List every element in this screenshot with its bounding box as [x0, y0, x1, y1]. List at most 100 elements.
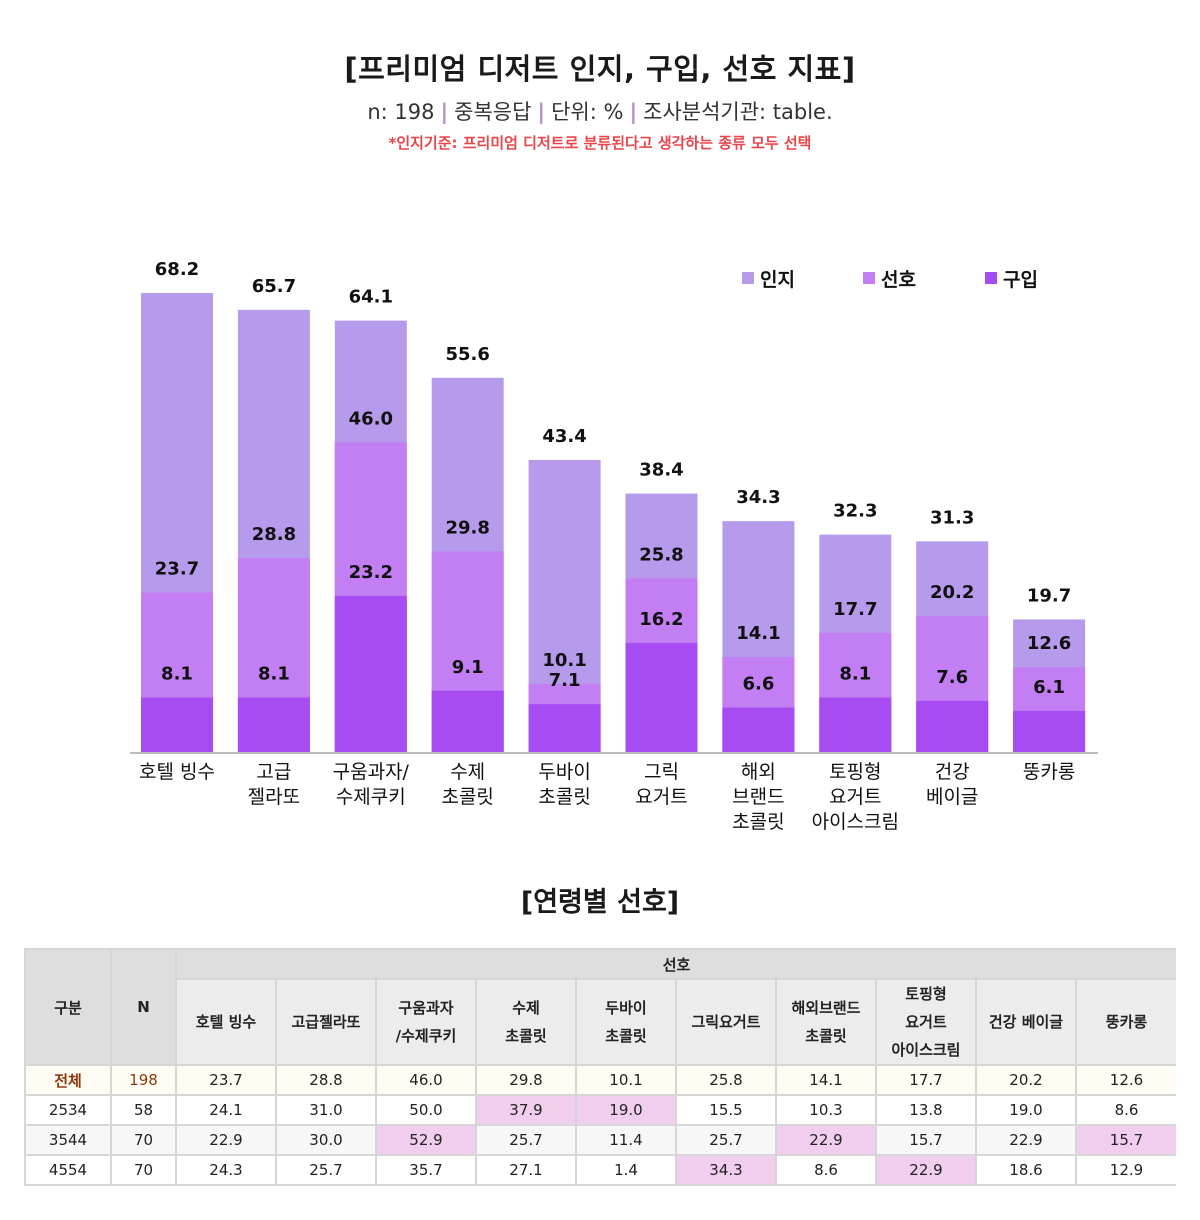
table-cell: 8.6 [775, 1154, 877, 1186]
data-label-purchase: 7.1 [549, 670, 581, 691]
x-tick-label: 고급 [256, 761, 291, 783]
table-cell: 31.0 [275, 1094, 377, 1126]
bar-purchase [722, 707, 795, 752]
x-tick-label: 수제 [450, 761, 485, 783]
table-cell: 25.8 [675, 1064, 777, 1096]
column-header-line: 수제 [512, 999, 540, 1017]
table-cell: 22.9 [175, 1124, 277, 1156]
awareness-note: *인지기준: 프리미엄 디저트로 분류된다고 생각하는 종류 모두 선택 [388, 134, 812, 152]
bar-purchase [237, 697, 310, 752]
table-cell: 22.9 [875, 1154, 977, 1186]
table-cell: 24.3 [175, 1154, 277, 1186]
data-label-preference: 12.6 [1027, 633, 1071, 654]
legend-label: 선호 [881, 268, 916, 291]
row-label: 전체 [24, 1064, 112, 1096]
data-label-preference: 25.8 [639, 544, 683, 565]
table-cell: 19.0 [575, 1094, 677, 1126]
table-cell: 23.7 [175, 1064, 277, 1096]
bar-purchase [334, 595, 407, 752]
data-label-preference: 46.0 [349, 408, 393, 429]
column-header: 그릭요거트 [675, 978, 777, 1066]
age-preference-table: 구분 N 선호 호텔 빙수 고급젤라또 구움과자/수제쿠키 수제 초콜릿 두바이 초콜릿 그릭… [24, 948, 1176, 1186]
table-cell: 10.3 [775, 1094, 877, 1126]
data-label-awareness: 55.6 [445, 344, 489, 365]
data-label-awareness: 68.2 [155, 259, 199, 280]
table-cell: 14.1 [775, 1064, 877, 1096]
table-cell: 37.9 [475, 1094, 577, 1126]
x-tick-label: 요거트 [635, 786, 687, 808]
data-label-purchase: 6.1 [1033, 677, 1065, 698]
x-tick-label: 호텔 빙수 [139, 761, 215, 783]
column-header-line: 뚱카롱 [1105, 1013, 1148, 1031]
table-cell: 18.6 [975, 1154, 1077, 1186]
data-label-awareness: 32.3 [833, 501, 877, 522]
data-label-preference: 28.8 [252, 524, 296, 545]
separator: | [440, 100, 449, 124]
table-cell: 25.7 [275, 1154, 377, 1186]
unit: 단위: % [551, 100, 624, 124]
table-cell: 12.6 [1075, 1064, 1176, 1096]
data-label-purchase: 8.1 [839, 663, 871, 684]
table-cell: 22.9 [775, 1124, 877, 1156]
x-tick-label: 젤라또 [248, 786, 300, 808]
x-tick-label: 아이스크림 [812, 811, 899, 833]
table-cell: 1.4 [575, 1154, 677, 1186]
bar-purchase [431, 690, 504, 752]
table-row: 전체 198 23.7 28.8 46.0 29.8 10.1 25.8 14.1 17.7 20.… [24, 1064, 1176, 1096]
column-header: 고급젤라또 [275, 978, 377, 1066]
data-label-awareness: 38.4 [639, 460, 683, 481]
column-header: 구움과자/수제쿠키 [375, 978, 477, 1066]
table-cell: 46.0 [375, 1064, 477, 1096]
column-header: 호텔 빙수 [175, 978, 277, 1066]
legend-swatch [742, 272, 754, 284]
data-label-awareness: 65.7 [252, 276, 296, 297]
table-cell: 20.2 [975, 1064, 1077, 1096]
x-tick-label: 건강 [935, 761, 970, 783]
column-header-line: /수제쿠키 [395, 1027, 457, 1045]
x-tick-label: 수제쿠키 [336, 786, 406, 808]
row-n: 58 [110, 1094, 177, 1126]
table-cell: 19.0 [975, 1094, 1077, 1126]
data-label-purchase: 8.1 [258, 663, 290, 684]
table-cell: 30.0 [275, 1124, 377, 1156]
data-label-awareness: 31.3 [930, 507, 974, 528]
sample-size: n: 198 [367, 100, 435, 124]
column-header-line: 아이스크림 [891, 1041, 961, 1059]
bar-purchase [916, 700, 989, 752]
table-cell: 15.7 [875, 1124, 977, 1156]
legend-item-구입: 구입 [985, 266, 1038, 291]
x-tick-label: 초콜릿 [538, 786, 590, 808]
legend-item-인지: 인지 [742, 266, 795, 291]
data-label-purchase: 23.2 [349, 562, 393, 583]
bar-purchase [1013, 710, 1086, 752]
header-n: N [110, 948, 177, 1066]
table-cell: 13.8 [875, 1094, 977, 1126]
table-cell: 52.9 [375, 1124, 477, 1156]
data-label-preference: 17.7 [833, 599, 877, 620]
bar-purchase [819, 697, 892, 752]
column-header: 수제 초콜릿 [475, 978, 577, 1066]
column-header-line: 호텔 빙수 [195, 1013, 257, 1031]
subtitle: n: 198 | 중복응답 | 단위: % | 조사분석기관: table. [0, 96, 1200, 126]
table-cell: 25.7 [675, 1124, 777, 1156]
table-cell: 15.7 [1075, 1124, 1176, 1156]
header-preference: 선호 [175, 948, 1176, 980]
column-header-line: 그릭요거트 [691, 1013, 761, 1031]
data-label-awareness: 43.4 [542, 426, 586, 447]
column-header-line: 해외브랜드 [791, 999, 861, 1017]
x-tick-label: 구움과자/ [333, 761, 410, 783]
table-cell: 27.1 [475, 1154, 577, 1186]
legend-swatch [985, 272, 997, 284]
header-group: 구분 [24, 948, 112, 1066]
x-tick-label: 두바이 [538, 761, 590, 783]
table-cell: 24.1 [175, 1094, 277, 1126]
bar-purchase [141, 697, 213, 752]
column-header: 두바이 초콜릿 [575, 978, 677, 1066]
x-tick-label: 브랜드 [732, 786, 784, 808]
column-header: 건강 베이글 [975, 978, 1077, 1066]
column-header-line: 고급젤라또 [291, 1013, 361, 1031]
data-label-awareness: 34.3 [736, 487, 780, 508]
data-label-purchase: 9.1 [452, 657, 484, 678]
column-header-line: 토핑형 [905, 985, 947, 1003]
row-label: 3544 [24, 1124, 112, 1156]
